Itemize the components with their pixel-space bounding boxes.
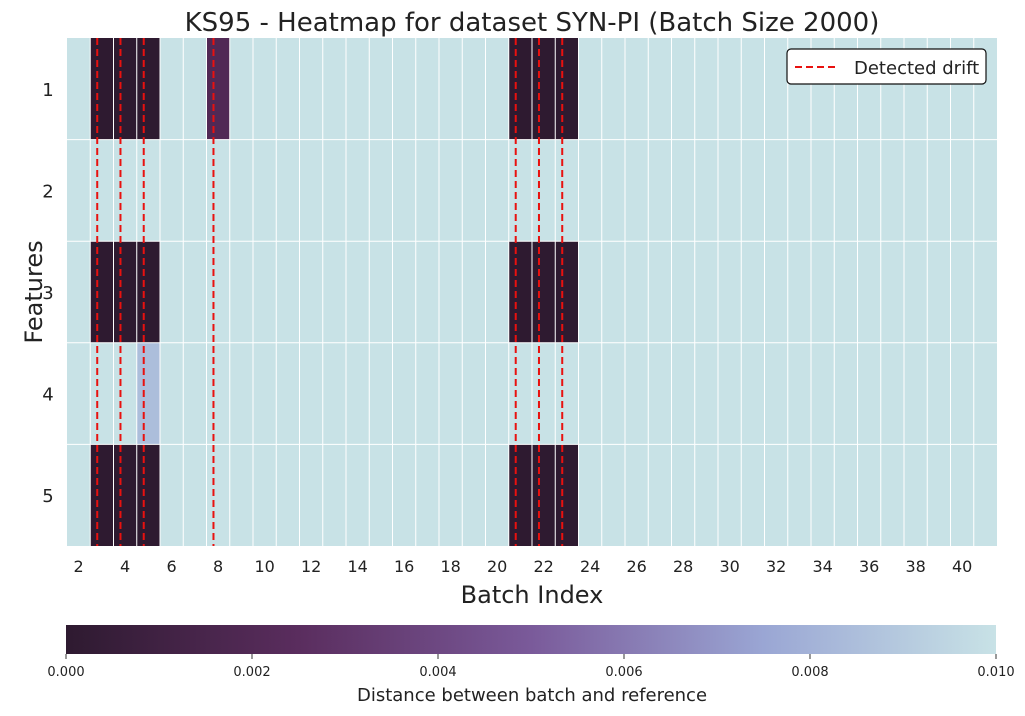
x-tick-label: 16 [394,557,414,576]
heatmap-cell [532,241,556,343]
heatmap-cell [532,444,556,546]
y-tick-label: 1 [42,80,53,101]
chart-title: KS95 - Heatmap for dataset SYN-PI (Batch… [185,8,880,38]
colorbar-tick-label: 0.002 [233,665,270,680]
legend: Detected drift [786,48,987,85]
heatmap-cell [136,241,160,343]
y-tick-label: 4 [42,385,53,406]
y-axis-label: Features [20,240,48,343]
heatmap-cell [136,342,160,445]
colorbar: 0.000 0.002 0.004 0.006 0.008 0.010 Distance … [47,625,1015,706]
legend-box [786,48,987,85]
x-tick-label: 28 [673,557,693,576]
colorbar-tick-label: 0.000 [47,665,84,680]
x-tick-label: 26 [626,557,646,576]
x-tick-label: 38 [905,557,925,576]
y-axis-ticks: 1 2 3 4 5 [42,80,53,507]
heatmap-cell [113,38,137,140]
y-tick-label: 5 [42,486,53,507]
heatmap-cell [555,444,579,546]
heatmap-cell [113,444,137,546]
x-axis-label: Batch Index [461,581,604,609]
x-tick-label: 12 [301,557,321,576]
heatmap-cell [136,444,160,546]
heatmap-cell [90,38,114,140]
heatmap-cell [555,38,579,140]
heatmap-cell [113,241,137,343]
x-tick-label: 34 [812,557,832,576]
x-tick-label: 10 [254,557,274,576]
x-tick-label: 22 [533,557,553,576]
x-axis-ticks: 2 4 6 8 10 12 14 16 18 20 22 24 26 28 30 32 34 36 38 40 [74,557,973,576]
heatmap-cell [555,241,579,343]
colorbar-tick-label: 0.006 [605,665,642,680]
x-tick-label: 18 [440,557,460,576]
heatmap-cell [90,241,114,343]
colorbar-tick-label: 0.008 [791,665,828,680]
y-tick-label: 2 [42,181,53,202]
heatmap-cell [136,38,160,140]
heatmap-cell [206,38,230,140]
x-tick-label: 20 [487,557,507,576]
x-tick-label: 8 [213,557,223,576]
drift-lines [96,38,564,546]
x-tick-label: 6 [167,557,177,576]
colorbar-gradient [66,625,996,654]
heatmap-gridlines [67,38,997,546]
colorbar-tick-label: 0.010 [977,665,1014,680]
colorbar-ticks: 0.000 0.002 0.004 0.006 0.008 0.010 [47,654,1015,680]
heatmap-cell [508,38,532,140]
x-tick-label: 4 [120,557,130,576]
x-tick-label: 36 [859,557,879,576]
x-tick-label: 30 [719,557,739,576]
x-tick-label: 32 [766,557,786,576]
x-tick-label: 24 [580,557,600,576]
y-tick-label: 3 [42,283,53,304]
x-tick-label: 14 [347,557,367,576]
x-tick-label: 40 [952,557,972,576]
heatmap-cell [508,444,532,546]
colorbar-label: Distance between batch and reference [357,685,707,706]
x-tick-label: 2 [74,557,84,576]
heatmap-cell [90,444,114,546]
legend-drift-label: Detected drift [854,58,979,79]
heatmap-cell [508,241,532,343]
colorbar-tick-label: 0.004 [419,665,456,680]
heatmap-cell [532,38,556,140]
